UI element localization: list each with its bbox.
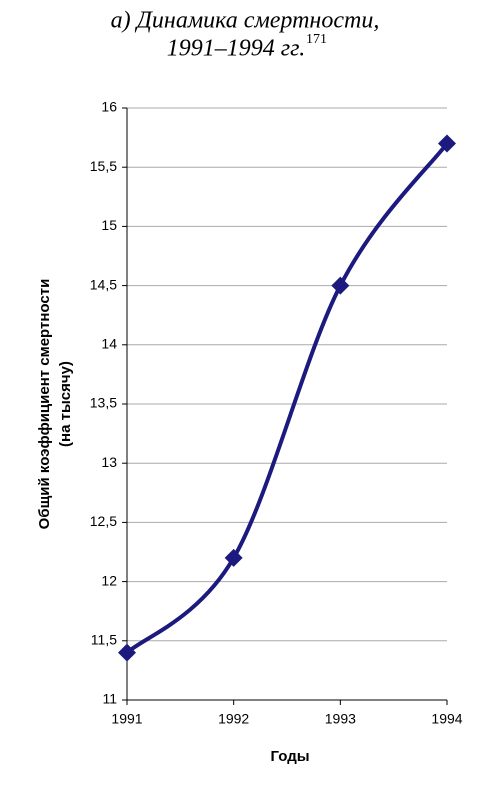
y-tick-label: 15,5	[90, 158, 117, 174]
footnote-mark: 171	[306, 32, 327, 47]
y-tick-label: 13	[101, 454, 117, 470]
y-tick-label: 14	[101, 336, 117, 352]
x-axis-label: Годы	[270, 748, 309, 765]
y-axis-label: Общий коэффициент смертности	[36, 279, 53, 530]
x-tick-label: 1991	[111, 711, 142, 727]
y-tick-label: 13,5	[90, 395, 117, 411]
x-tick-label: 1992	[218, 711, 249, 727]
chart-title: а) Динамика смертности,	[111, 8, 380, 34]
x-tick-label: 1994	[431, 711, 462, 727]
data-marker	[331, 276, 350, 295]
y-axis-label: (на тысячу)	[57, 361, 74, 447]
y-tick-label: 16	[101, 99, 117, 115]
data-marker	[438, 134, 456, 153]
data-line	[125, 142, 449, 655]
y-tick-label: 11,5	[91, 632, 117, 648]
y-tick-label: 11	[102, 691, 117, 707]
data-marker	[118, 643, 136, 662]
data-marker	[224, 548, 243, 567]
chart-title: 1991–1994 гг.	[167, 36, 305, 62]
x-tick-label: 1993	[325, 711, 356, 727]
y-tick-label: 15	[101, 217, 117, 233]
y-tick-label: 12	[101, 572, 117, 588]
y-tick-label: 14,5	[90, 276, 117, 292]
y-tick-label: 12,5	[90, 513, 117, 529]
